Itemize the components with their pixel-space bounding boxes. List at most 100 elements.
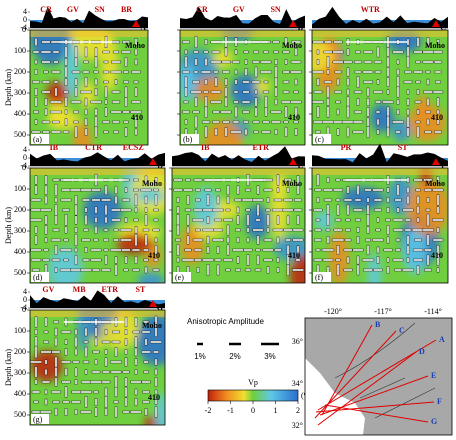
aniso-bar xyxy=(111,340,121,344)
aniso-bar xyxy=(82,258,90,262)
aniso-bar xyxy=(260,60,272,64)
aniso-bar xyxy=(316,59,320,65)
aniso-bar xyxy=(31,410,41,414)
aniso-bar xyxy=(273,198,283,202)
aniso-bar xyxy=(343,268,353,272)
aniso-bar xyxy=(290,100,302,104)
place-label: CR xyxy=(40,5,52,14)
aniso-bar xyxy=(376,118,380,126)
aniso-bar xyxy=(104,357,108,367)
legend-item: 3% xyxy=(264,352,276,361)
aniso-bar xyxy=(346,88,350,96)
profile-line xyxy=(317,339,437,411)
aniso-bar xyxy=(343,60,353,64)
aniso-bar xyxy=(122,110,130,114)
aniso-bar xyxy=(184,49,188,55)
place-label: IB xyxy=(50,143,59,152)
aniso-bar xyxy=(423,188,433,192)
aniso-bar xyxy=(271,208,285,212)
aniso-bar xyxy=(255,218,261,222)
aniso-bar xyxy=(406,46,410,58)
aniso-bar xyxy=(241,100,251,104)
tag-box xyxy=(173,272,191,282)
aniso-bar xyxy=(364,188,372,192)
aniso-bar xyxy=(313,120,323,124)
aniso-bar xyxy=(104,408,108,416)
aniso-bar xyxy=(335,100,341,104)
aniso-bar xyxy=(134,128,138,136)
aniso-bar xyxy=(64,57,68,67)
topo xyxy=(30,290,165,308)
depth-tick-label: 100 xyxy=(14,184,26,193)
aniso-bar xyxy=(41,40,51,44)
aniso-bar xyxy=(94,56,98,68)
aniso-bar xyxy=(396,99,400,105)
aniso-bar xyxy=(415,60,421,64)
aniso-bar xyxy=(104,204,108,216)
anomaly xyxy=(402,228,428,275)
topo-tick-label: 0 xyxy=(23,153,27,162)
volcano-marker xyxy=(289,158,297,165)
aniso-bar xyxy=(334,218,342,222)
aniso-bar xyxy=(252,198,264,202)
aniso-bar xyxy=(374,208,382,212)
aniso-bar xyxy=(154,368,158,376)
aniso-bar xyxy=(113,228,119,232)
aniso-bar xyxy=(30,208,42,212)
aniso-bar xyxy=(404,218,412,222)
aniso-bar xyxy=(356,98,360,106)
aniso-bar xyxy=(206,194,210,206)
aniso-bar xyxy=(81,238,91,242)
aniso-bar xyxy=(424,248,432,252)
anomaly xyxy=(193,186,219,229)
aniso-bar xyxy=(184,248,192,252)
aniso-bar xyxy=(61,380,71,384)
map-frame xyxy=(304,317,453,436)
aniso-bar xyxy=(110,360,122,364)
aniso-bar xyxy=(263,80,269,84)
volcano-marker xyxy=(149,158,157,165)
aniso-bar xyxy=(436,206,440,214)
aniso-bar xyxy=(254,66,258,78)
aniso-bar xyxy=(292,238,304,242)
aniso-bar xyxy=(195,228,201,232)
aniso-bar xyxy=(242,80,250,84)
shallow-layer xyxy=(30,168,165,175)
aniso-bar xyxy=(93,238,99,242)
aniso-bar xyxy=(41,380,51,384)
aniso-bar xyxy=(272,228,284,232)
aniso-bar xyxy=(232,120,240,124)
aniso-bar xyxy=(404,70,412,74)
aniso-bar xyxy=(71,400,81,404)
aniso-bar xyxy=(52,178,60,182)
aniso-bar xyxy=(284,37,288,47)
aniso-bar xyxy=(134,369,138,375)
aniso-bar xyxy=(173,188,183,192)
aniso-bar xyxy=(255,248,261,252)
anomaly xyxy=(80,81,96,108)
aniso-bar xyxy=(333,40,343,44)
topo-tick-label: -4 xyxy=(20,303,27,312)
topo-tick-label: 0 xyxy=(23,15,27,24)
aniso-bar xyxy=(321,248,335,252)
aniso-bar xyxy=(64,386,68,398)
aniso-bar xyxy=(141,330,151,334)
aniso-bar xyxy=(131,70,141,74)
aniso-bar xyxy=(276,187,280,193)
aniso-bar xyxy=(104,185,108,195)
aniso-bar xyxy=(266,266,270,274)
aniso-bar xyxy=(373,198,383,202)
aniso-bar xyxy=(406,38,410,46)
aniso-bar xyxy=(416,265,420,275)
aniso-bar xyxy=(352,120,364,124)
aniso-bar xyxy=(120,238,132,242)
profile-label: D xyxy=(419,347,425,356)
aniso-bar xyxy=(70,268,82,272)
aniso-bar xyxy=(34,366,38,378)
aniso-bar xyxy=(386,236,390,244)
aniso-bar xyxy=(133,178,139,182)
aniso-bar xyxy=(121,50,131,54)
aniso-bar xyxy=(53,80,59,84)
aniso-bar xyxy=(242,90,250,94)
aniso-bar xyxy=(336,245,340,255)
